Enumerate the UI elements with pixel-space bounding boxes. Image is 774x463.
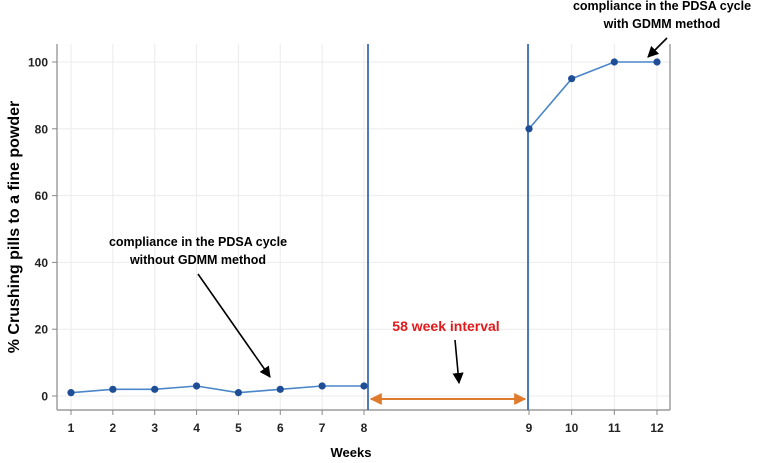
x-tick-label: 2 [110, 421, 117, 435]
annotation-without-arrow [197, 273, 271, 378]
x-tick-label: 9 [526, 421, 533, 435]
annotation-with-arrow [647, 37, 668, 58]
x-tick-label: 7 [319, 421, 326, 435]
x-tick-label: 3 [151, 421, 158, 435]
data-point [653, 58, 661, 66]
y-tick-label: 100 [28, 56, 48, 70]
x-tick-label: 10 [565, 421, 579, 435]
data-point [318, 382, 326, 390]
data-point [568, 75, 576, 83]
x-tick-label: 5 [235, 421, 242, 435]
data-point [525, 125, 533, 133]
y-tick-label: 20 [35, 323, 49, 337]
data-point [151, 385, 159, 393]
x-tick-label: 8 [361, 421, 368, 435]
data-point [276, 385, 284, 393]
grid [57, 44, 670, 410]
annotation-without-line2: without GDMM method [129, 253, 266, 267]
x-tick-label: 12 [650, 421, 664, 435]
x-tick-label: 1 [68, 421, 75, 435]
data-point [360, 382, 368, 390]
annotation-without-line1: compliance in the PDSA cycle [109, 235, 287, 249]
data-point [109, 385, 117, 393]
x-tick-label: 4 [193, 421, 200, 435]
interval-pointer-arrow [452, 339, 464, 385]
y-tick-label: 80 [35, 122, 49, 136]
y-axis-title: % Crushing pills to a fine powder [6, 101, 23, 353]
x-axis-title: Weeks [331, 445, 372, 460]
data-point [610, 58, 618, 66]
y-tick-label: 60 [35, 189, 49, 203]
annotation-with-line2: with GDMM method [603, 17, 721, 31]
data-point [192, 382, 201, 390]
data-point [67, 389, 75, 397]
annotation-with-line1: compliance in the PDSA cycle [573, 0, 751, 13]
interval-label: 58 week interval [392, 318, 499, 334]
x-tick-label: 6 [277, 421, 284, 435]
series-line-1 [70, 385, 364, 394]
y-tick-label: 0 [41, 390, 48, 404]
data-point [234, 389, 243, 397]
x-tick-label: 11 [608, 421, 621, 435]
y-tick-label: 40 [35, 256, 49, 270]
series-line-2 [528, 61, 657, 130]
